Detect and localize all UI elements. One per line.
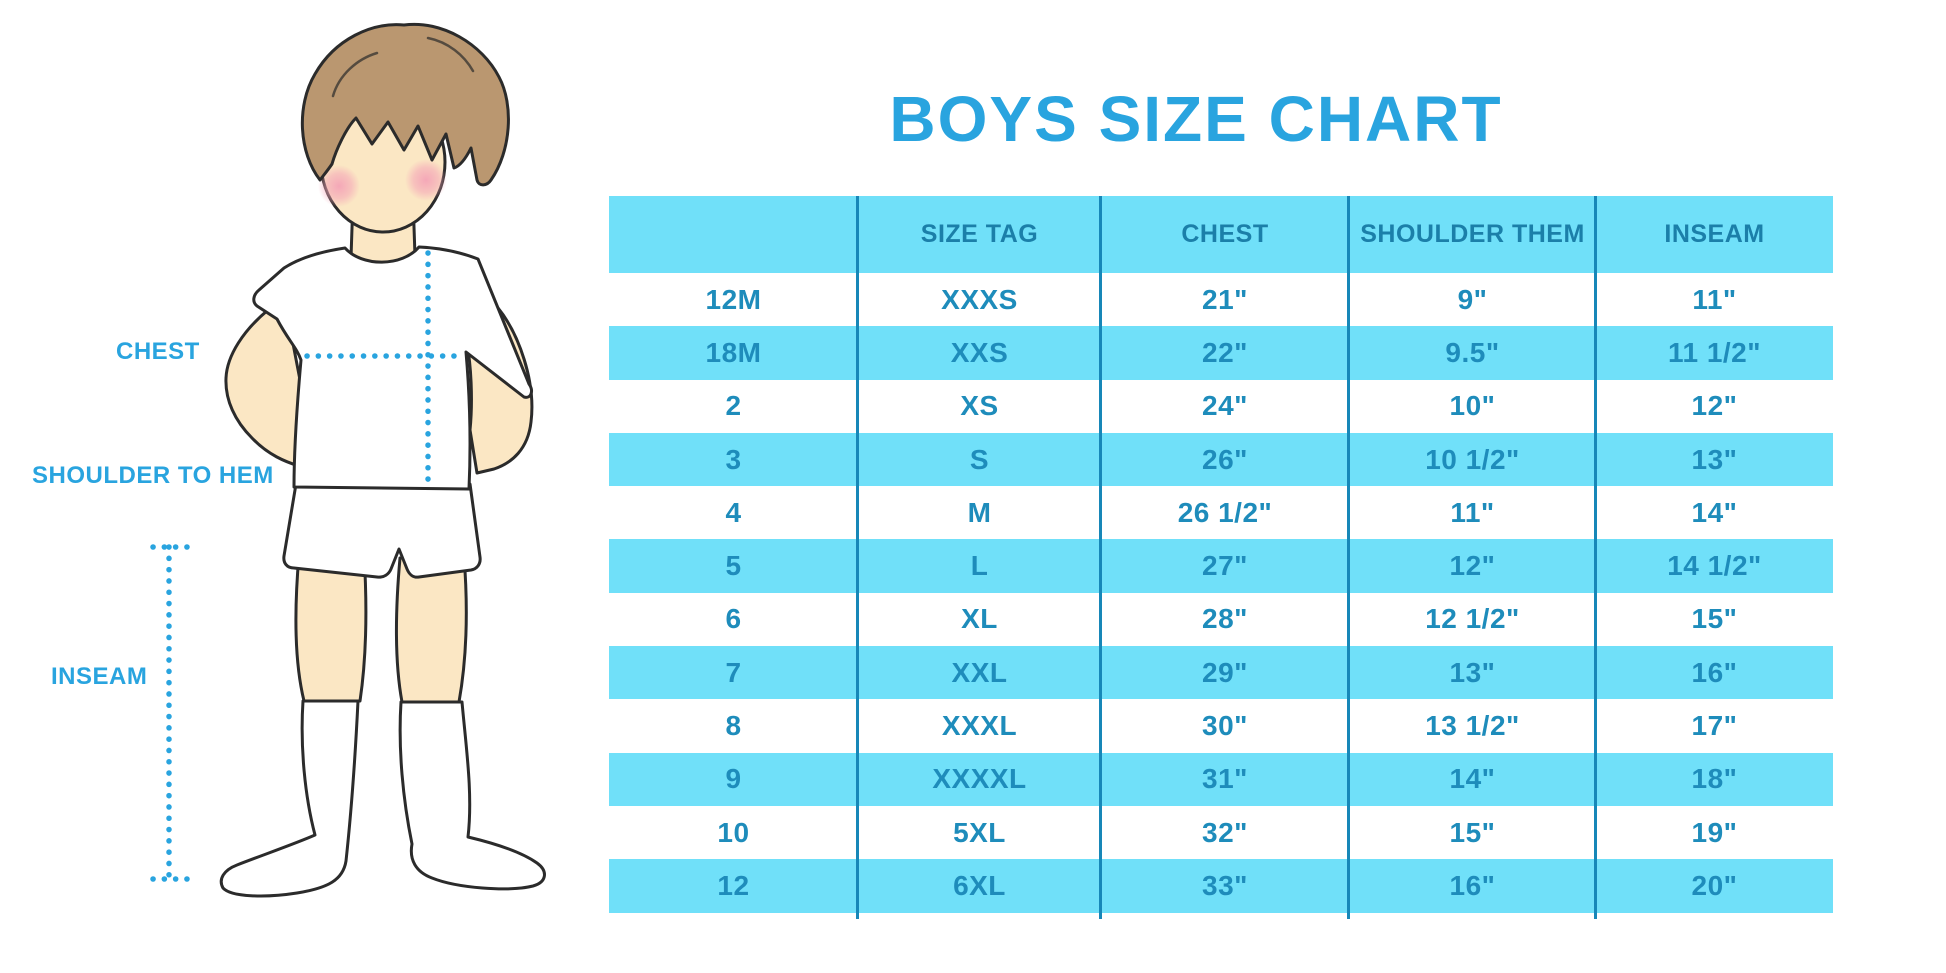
cell-shoulder: 11" xyxy=(1450,496,1495,528)
boy-hair-detail xyxy=(331,51,379,98)
cell-chest: 26" xyxy=(1202,443,1248,475)
cell-size-tag: XXS xyxy=(950,336,1009,368)
boy-left-leg xyxy=(294,551,368,703)
header-cell-shoulder-them: SHOULDER THEM xyxy=(1360,220,1585,248)
cell-size: 6 xyxy=(725,603,742,635)
cell-size: 3 xyxy=(725,443,742,475)
cell-shoulder: 14" xyxy=(1449,763,1496,795)
cell-size: 8 xyxy=(725,710,742,742)
cell-shoulder: 15" xyxy=(1449,816,1496,848)
cell-shoulder: 16" xyxy=(1449,869,1496,901)
boy-hair-detail xyxy=(426,36,475,73)
table-row: 7 XXL 29" 13" 16" xyxy=(609,646,1833,700)
cell-inseam: 14 1/2" xyxy=(1667,550,1762,582)
table-row: 6 XL 28" 12 1/2" 15" xyxy=(609,593,1833,646)
cell-shoulder: 12" xyxy=(1449,550,1496,582)
cell-chest: 32" xyxy=(1202,816,1248,848)
cell-size-tag: XXXL xyxy=(941,710,1018,742)
cell-inseam: 14" xyxy=(1691,496,1738,528)
cell-shoulder: 13" xyxy=(1449,656,1496,688)
boy-left-blush xyxy=(318,165,360,207)
cell-size: 18M xyxy=(705,336,762,368)
cell-shoulder: 10 1/2" xyxy=(1425,443,1520,475)
cell-shoulder: 9" xyxy=(1457,283,1488,315)
table-row: 8 XXXL 30" 13 1/2" 17" xyxy=(609,699,1833,752)
cell-inseam: 17" xyxy=(1691,710,1738,742)
cell-size-tag: XXXXL xyxy=(932,763,1027,795)
cell-chest: 30" xyxy=(1202,710,1248,742)
cell-chest: 33" xyxy=(1202,869,1248,901)
cell-size-tag: L xyxy=(970,550,989,582)
cell-chest: 24" xyxy=(1202,390,1248,422)
cell-inseam: 11" xyxy=(1692,283,1737,315)
column-divider xyxy=(1347,196,1350,919)
table-row: 2 XS 24" 10" 12" xyxy=(609,380,1833,433)
cell-inseam: 15" xyxy=(1691,603,1738,635)
cell-size: 5 xyxy=(725,550,742,582)
cell-shoulder: 13 1/2" xyxy=(1425,710,1520,742)
column-divider xyxy=(856,196,859,919)
header-cell-chest: CHEST xyxy=(1181,220,1269,248)
table-row: 4 M 26 1/2" 11" 14" xyxy=(609,486,1833,539)
cell-shoulder: 9.5" xyxy=(1445,336,1500,368)
cell-shoulder: 10" xyxy=(1449,390,1496,422)
table-row: 18M XXS 22" 9.5" 11 1/2" xyxy=(609,326,1833,380)
cell-size-tag: XL xyxy=(961,603,998,635)
cell-size-tag: XS xyxy=(960,390,999,422)
cell-size: 10 xyxy=(717,816,750,848)
boy-measurement-illustration xyxy=(150,22,546,898)
cell-chest: 22" xyxy=(1202,336,1248,368)
cell-size-tag: XXXS xyxy=(941,283,1018,315)
size-table: SIZE TAG CHEST SHOULDER THEM INSEAM 12M … xyxy=(609,196,1833,919)
boy-right-blush xyxy=(405,159,447,201)
cell-size: 7 xyxy=(725,656,742,688)
shoulder-to-hem-measure-label: SHOULDER TO HEM xyxy=(32,462,274,489)
header-cell-inseam: INSEAM xyxy=(1664,220,1765,248)
cell-size: 12 xyxy=(717,869,750,901)
page-title: BOYS SIZE CHART xyxy=(889,82,1503,155)
table-row: 12 6XL 33" 16" 20" xyxy=(609,859,1833,913)
cell-size: 2 xyxy=(725,390,742,422)
boy-shorts xyxy=(282,482,482,579)
cell-inseam: 13" xyxy=(1691,443,1738,475)
cell-chest: 21" xyxy=(1202,283,1248,315)
cell-chest: 29" xyxy=(1202,656,1248,688)
header-cell-size-tag: SIZE TAG xyxy=(920,220,1039,248)
table-row: 3 S 26" 10 1/2" 13" xyxy=(609,432,1833,487)
boy-right-sock xyxy=(398,700,546,891)
boy-tshirt xyxy=(252,245,533,491)
cell-chest: 27" xyxy=(1202,550,1248,582)
cell-size-tag: 6XL xyxy=(953,869,1006,901)
cell-size: 12M xyxy=(705,283,762,315)
cell-size: 9 xyxy=(725,763,742,795)
cell-inseam: 12" xyxy=(1691,390,1738,422)
cell-inseam: 18" xyxy=(1691,763,1738,795)
table-row: 10 5XL 32" 15" 19" xyxy=(609,806,1833,859)
cell-size-tag: 5XL xyxy=(953,816,1006,848)
cell-shoulder: 12 1/2" xyxy=(1425,603,1520,635)
column-divider xyxy=(1099,196,1102,919)
cell-size-tag: XXL xyxy=(951,656,1008,688)
table-header-row: SIZE TAG CHEST SHOULDER THEM INSEAM xyxy=(609,196,1833,273)
inseam-measure-label: INSEAM xyxy=(51,663,148,690)
cell-chest: 31" xyxy=(1202,763,1248,795)
boy-right-leg xyxy=(394,554,468,704)
table-row: 5 L 27" 12" 14 1/2" xyxy=(609,539,1833,593)
table-row: 12M XXXS 21" 9" 11" xyxy=(609,273,1833,326)
boy-left-sock xyxy=(219,699,360,898)
cell-inseam: 11 1/2" xyxy=(1667,336,1762,368)
cell-chest: 26 1/2" xyxy=(1177,496,1273,528)
cell-chest: 28" xyxy=(1202,603,1248,635)
cell-inseam: 16" xyxy=(1691,656,1738,688)
column-divider xyxy=(1594,196,1597,919)
chest-measure-label: CHEST xyxy=(116,338,200,365)
cell-inseam: 19" xyxy=(1691,816,1738,848)
cell-size-tag: M xyxy=(967,496,992,528)
cell-size: 4 xyxy=(725,496,742,528)
cell-size-tag: S xyxy=(969,443,990,475)
cell-inseam: 20" xyxy=(1691,869,1738,901)
table-row: 9 XXXXL 31" 14" 18" xyxy=(609,752,1833,806)
